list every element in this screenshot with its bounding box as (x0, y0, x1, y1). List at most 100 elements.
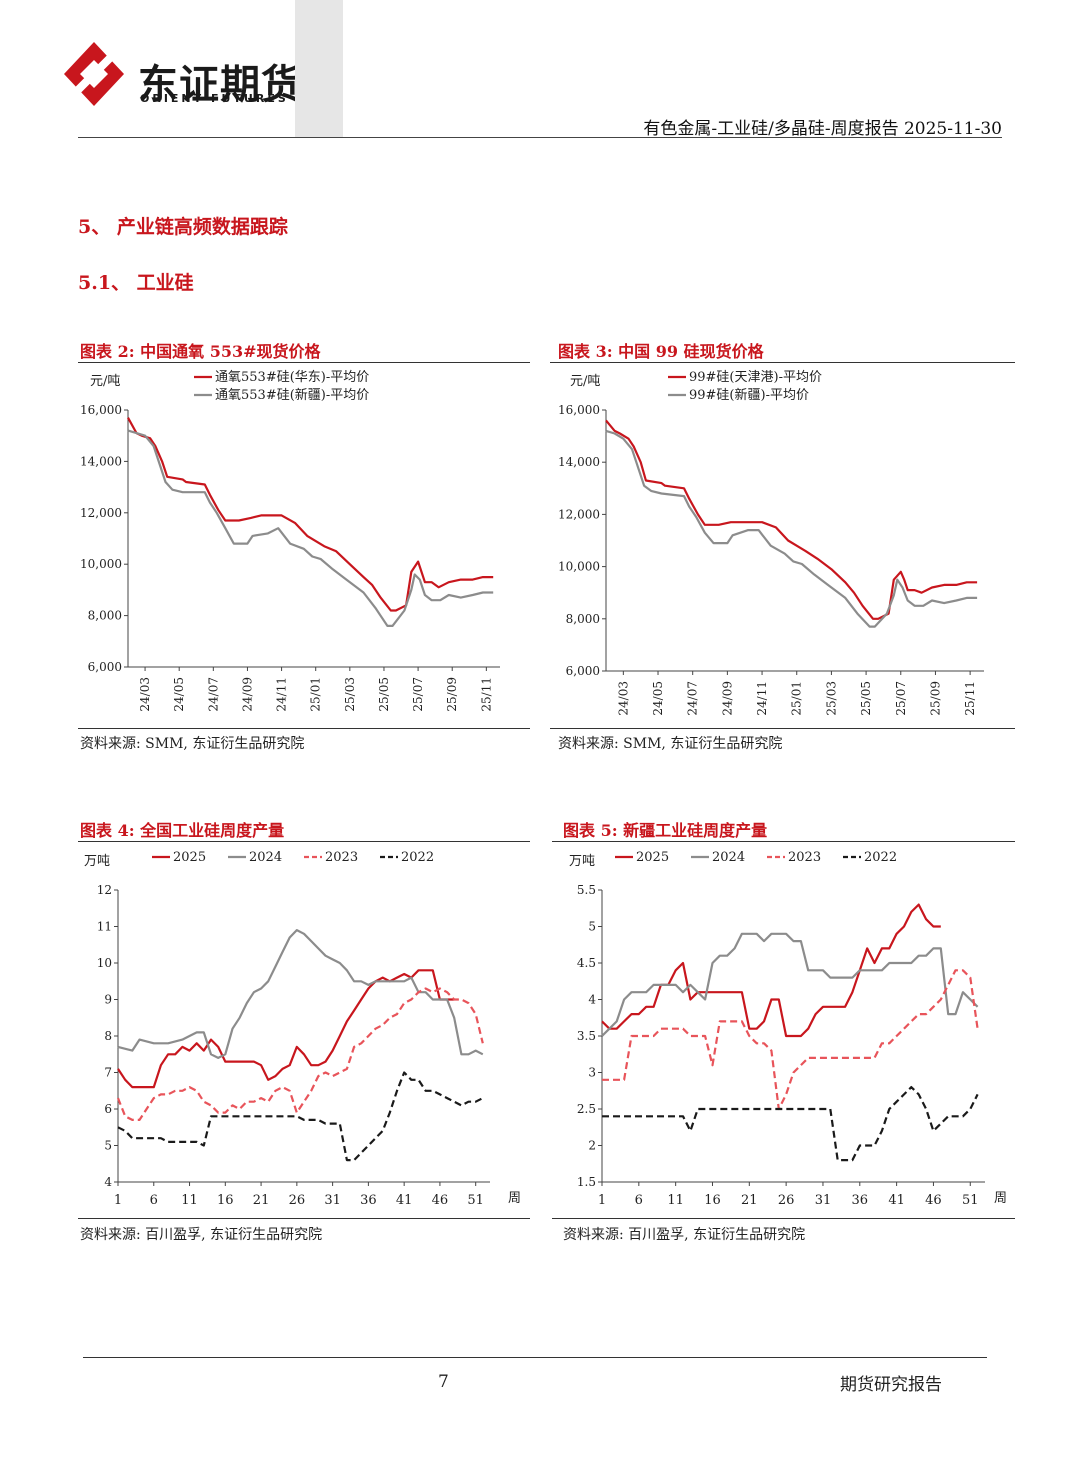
x-tick-label: 11 (181, 1193, 198, 1208)
x-tick-label: 24/07 (686, 681, 700, 716)
legend-label: 2023 (325, 850, 358, 865)
legend-label: 99#硅(天津港)-平均价 (689, 370, 822, 385)
figure-source-2: 资料来源: SMM, 东证衍生品研究院 (80, 736, 305, 752)
x-tick-label: 31 (815, 1193, 832, 1208)
x-tick-label: 41 (888, 1193, 905, 1208)
x-tick-label: 21 (741, 1193, 758, 1208)
y-tick-label: 8,000 (566, 612, 600, 626)
x-unit-label: 周 (994, 1191, 1007, 1206)
x-tick-label: 26 (289, 1193, 306, 1208)
footer-divider (83, 1357, 987, 1358)
legend-label: 2022 (864, 850, 897, 865)
x-tick-label: 31 (324, 1193, 341, 1208)
x-tick-label: 1 (598, 1193, 606, 1208)
x-tick-label: 24/07 (206, 677, 220, 712)
y-unit-label: 万吨 (84, 854, 110, 869)
x-tick-label: 16 (217, 1193, 234, 1208)
x-tick-label: 1 (114, 1193, 122, 1208)
legend-label: 2024 (249, 850, 282, 865)
x-tick-label: 24/09 (240, 677, 254, 712)
y-tick-label: 10,000 (80, 557, 122, 571)
brand-name-en: ORIENT FUTURES (140, 92, 289, 105)
x-tick-label: 46 (432, 1193, 449, 1208)
source-rule (550, 728, 1015, 729)
y-tick-label: 5 (588, 920, 596, 934)
series-line-99#硅(天津港)-平均价 (605, 419, 978, 620)
y-tick-label: 12,000 (558, 507, 600, 521)
legend-label: 2025 (636, 850, 669, 865)
series-line-通氧553#硅(华东)-平均价 (127, 417, 494, 612)
x-tick-label: 41 (396, 1193, 413, 1208)
legend-label: 2025 (173, 850, 206, 865)
x-tick-label: 36 (852, 1193, 869, 1208)
x-tick-label: 25/03 (824, 681, 838, 716)
y-tick-label: 4 (104, 1175, 112, 1189)
x-tick-label: 24/11 (755, 681, 769, 716)
legend-label: 2022 (401, 850, 434, 865)
y-tick-label: 4 (588, 993, 596, 1007)
figure-source-4: 资料来源: 百川盈孚, 东证衍生品研究院 (80, 1227, 323, 1243)
x-unit-label: 周 (508, 1191, 521, 1206)
x-tick-label: 25/01 (790, 681, 804, 716)
section-heading-5: 5、 产业链高频数据跟踪 (78, 216, 288, 238)
legend-label: 2024 (712, 850, 745, 865)
legend-label: 99#硅(新疆)-平均价 (689, 387, 809, 403)
y-tick-label: 6,000 (88, 660, 122, 674)
x-tick-label: 21 (253, 1193, 270, 1208)
y-tick-label: 8 (104, 1029, 112, 1043)
chart-553-price: 元/吨 6,000 8,000 10,000 12,000 14,000 16,000 24/… (80, 370, 500, 712)
figure-title-rule (550, 362, 1015, 363)
y-tick-label: 9 (104, 993, 112, 1007)
x-tick-label: 6 (150, 1193, 158, 1208)
x-tick-label: 25/03 (343, 677, 357, 712)
report-title: 有色金属-工业硅/多晶硅-周度报告 2025-11-30 (643, 119, 1002, 139)
x-tick-label: 25/07 (894, 681, 908, 716)
chart-xinjiang-output: 万吨1.522.533.544.555.51 6 11 16 21 26 31 36 41 46 5… (569, 850, 1007, 1208)
x-tick-label: 51 (962, 1193, 979, 1208)
y-tick-label: 12,000 (80, 506, 122, 520)
legend-label: 通氧553#硅(华东)-平均价 (215, 370, 369, 385)
y-unit-label: 元/吨 (570, 374, 600, 389)
y-tick-label: 2.5 (577, 1102, 596, 1116)
y-tick-label: 6,000 (566, 664, 600, 678)
y-tick-label: 3.5 (577, 1029, 596, 1043)
footer-label: 期货研究报告 (840, 1375, 942, 1395)
y-tick-label: 5.5 (577, 883, 596, 897)
y-tick-label: 14,000 (558, 455, 600, 469)
y-tick-label: 12 (97, 883, 112, 897)
x-tick-label: 25/11 (479, 677, 493, 712)
x-tick-label: 6 (635, 1193, 643, 1208)
section-heading-5-1: 5.1、 工业硅 (78, 272, 194, 294)
y-tick-label: 2 (588, 1139, 596, 1153)
x-tick-label: 16 (704, 1193, 721, 1208)
y-tick-label: 8,000 (88, 609, 122, 623)
figure-title-rule (78, 362, 530, 363)
y-tick-label: 11 (97, 920, 112, 934)
y-tick-label: 16,000 (558, 403, 600, 417)
y-tick-label: 6 (104, 1102, 112, 1116)
series-line-2023 (116, 987, 484, 1121)
y-tick-label: 16,000 (80, 403, 122, 417)
series-line-通氧553#硅(新疆)-平均价 (127, 429, 494, 627)
x-tick-label: 11 (667, 1193, 684, 1208)
figure-title-rule (552, 841, 1015, 842)
x-tick-label: 51 (467, 1193, 484, 1208)
x-tick-label: 25/01 (309, 677, 323, 712)
orient-logo-icon (64, 42, 124, 106)
y-tick-label: 10,000 (558, 560, 600, 574)
legend-label: 2023 (788, 850, 821, 865)
figure-title-5: 图表 5: 新疆工业硅周度产量 (563, 821, 768, 840)
series-line-2022 (117, 1071, 484, 1162)
x-tick-label: 24/03 (616, 681, 630, 716)
figure-source-3: 资料来源: SMM, 东证衍生品研究院 (558, 736, 783, 752)
figure-title-3: 图表 3: 中国 99 硅现货价格 (558, 342, 764, 361)
y-tick-label: 1.5 (577, 1175, 596, 1189)
series-line-2025 (117, 969, 455, 1089)
series-line-2022 (602, 1086, 979, 1162)
y-tick-label: 7 (104, 1066, 112, 1080)
x-tick-label: 24/03 (138, 677, 152, 712)
figure-title-2: 图表 2: 中国通氧 553#现货价格 (80, 342, 321, 361)
x-tick-label: 25/05 (377, 677, 391, 712)
series-line-2025 (601, 903, 941, 1038)
